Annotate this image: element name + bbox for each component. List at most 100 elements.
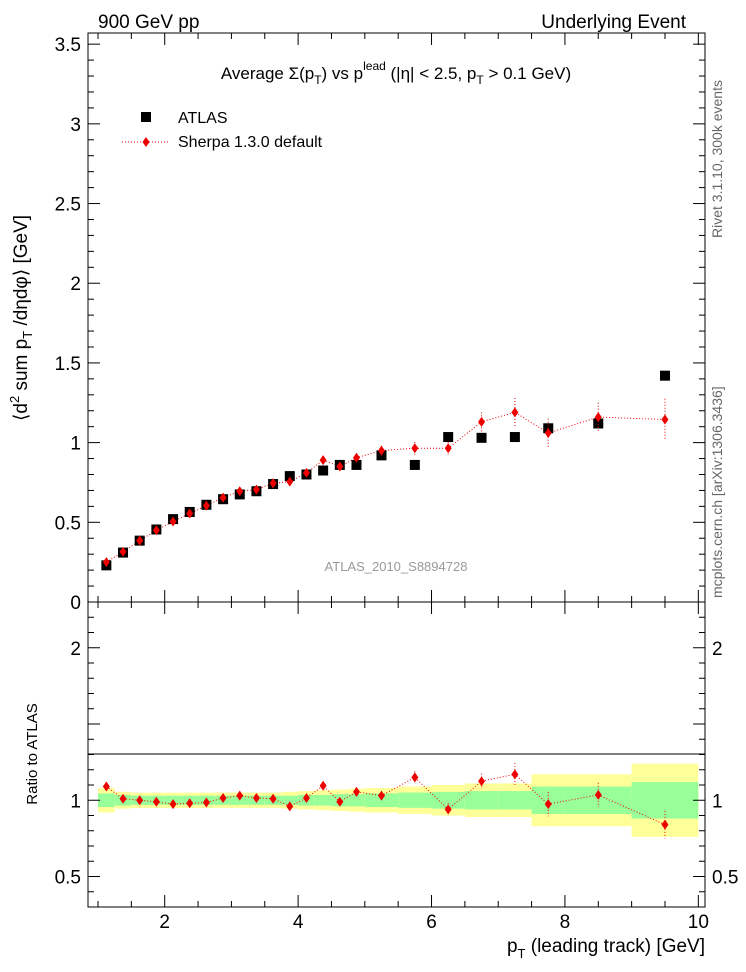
x-tick-label: 2 (159, 912, 170, 933)
title-prefix: Average (221, 64, 289, 83)
legend-atlas-label: ATLAS (178, 110, 228, 127)
ylabel-sub-t: T (20, 331, 35, 339)
ratio-band-inner (314, 794, 332, 806)
sherpa-line (106, 411, 665, 563)
ratio-sherpa-point (169, 799, 177, 810)
ratio-sherpa-point (302, 792, 310, 803)
sherpa-point (302, 467, 310, 478)
header-left-label: 900 GeV pp (98, 12, 199, 33)
ratio-sherpa-point (152, 796, 160, 807)
analysis-watermark: ATLAS_2010_S8894728 (325, 559, 468, 574)
ratio-sherpa-point (411, 772, 419, 783)
ylabel-end: /dηdφ⟩ [GeV] (11, 215, 32, 331)
sherpa-point (186, 508, 194, 519)
ratio-sherpa-point (352, 786, 360, 797)
rivet-label: Rivet 3.1.10, 300k events (709, 80, 725, 238)
ratio-band-inner (498, 791, 532, 810)
sherpa-point (544, 428, 552, 439)
sherpa-point (444, 443, 452, 454)
sherpa-point (219, 492, 227, 503)
x-tick-label: 8 (560, 912, 571, 933)
ratio-sherpa-point (336, 796, 344, 807)
main-ytick-label: 2.5 (55, 195, 81, 216)
ratio-sherpa-point (136, 795, 144, 806)
chart-title: Average Σ(pT) vs plead (|η| < 2.5, pT > … (221, 59, 571, 87)
main-ticks: 0 0.5 1 1.5 2 2.5 3 3.5 (55, 33, 705, 614)
sherpa-point (102, 557, 110, 568)
sherpa-point (269, 478, 277, 489)
atlas-point (659, 370, 670, 381)
ratio-sherpa-point (594, 789, 602, 800)
title-sub-t-2: T (476, 73, 484, 87)
main-panel: 0 0.5 1 1.5 2 2.5 3 3.5 Average Σ(pT) vs plead … (7, 32, 706, 614)
atlas-point (443, 432, 454, 443)
ratio-sherpa-point (119, 793, 127, 804)
atlas-point (318, 465, 329, 476)
atlas-point (284, 471, 295, 482)
ratio-ylabel: Ratio to ATLAS (24, 703, 41, 804)
main-ytick-label: 3 (70, 115, 81, 136)
ylabel-sup-2: 2 (7, 396, 22, 403)
ratio-band-inner (431, 791, 465, 809)
ratio-sherpa-point (186, 798, 194, 809)
ratio-band-inner (348, 794, 365, 807)
ratio-panel: 0.5 0.5 1 1 2 2 2 4 6 8 10 Ratio to ATLAS pT (lead… (24, 601, 738, 961)
sherpa-point (286, 476, 294, 487)
x-axis-label: pT (leading track) [GeV] (507, 936, 705, 961)
main-ytick-label: 1.5 (55, 354, 81, 375)
sherpa-point (377, 445, 385, 456)
ratio-sherpa-point (319, 780, 327, 791)
title-sigma: Σ(p (289, 64, 315, 83)
sherpa-point (352, 452, 360, 463)
title-end: > 0.1 GeV) (484, 64, 571, 83)
ratio-sherpa-point (478, 776, 486, 787)
legend-atlas-marker (141, 112, 151, 122)
ratio-sherpa-point (511, 769, 519, 780)
main-ylabel: ⟨d2 sum pT /dηdφ⟩ [GeV] (7, 215, 35, 421)
atlas-point (351, 459, 362, 470)
legend-sherpa-marker (142, 137, 150, 147)
ratio-sherpa-point (444, 804, 452, 815)
ratio-sherpa-point (202, 797, 210, 808)
ratio-ytick-label-right: 2 (712, 639, 723, 660)
xlabel-p: p (507, 936, 518, 957)
main-data-layer (101, 370, 670, 571)
ylabel-mid: sum p (11, 339, 32, 396)
ratio-ytick-label: 0.5 (55, 868, 81, 889)
atlas-point (409, 459, 420, 470)
ratio-sherpa-point (102, 781, 110, 792)
title-sup-lead: lead (363, 59, 386, 73)
ratio-sherpa-point (269, 793, 277, 804)
atlas-point (593, 418, 604, 429)
sherpa-point (169, 516, 177, 527)
ratio-sherpa-point (661, 819, 669, 830)
ratio-ticks: 0.5 0.5 1 1 2 2 2 4 6 8 10 (55, 602, 738, 933)
sherpa-point (594, 412, 602, 423)
title-cut: (|η| < 2.5, p (386, 64, 477, 83)
xlabel-rest: (leading track) [GeV] (525, 936, 705, 957)
main-ytick-label: 2 (70, 274, 81, 295)
ylabel-open: ⟨d (11, 403, 32, 421)
sherpa-point (336, 461, 344, 472)
ratio-sherpa-point (252, 792, 260, 803)
sherpa-point (202, 500, 210, 511)
sherpa-point (152, 525, 160, 536)
title-sub-t: T (314, 73, 322, 87)
sherpa-point (511, 407, 519, 418)
sherpa-point (319, 455, 327, 466)
sherpa-point (236, 486, 244, 497)
sherpa-point (136, 535, 144, 546)
ratio-sherpa-point (377, 790, 385, 801)
ratio-ytick-label: 2 (70, 639, 81, 660)
ratio-ytick-label: 1 (70, 791, 81, 812)
sherpa-point (252, 484, 260, 495)
main-ytick-label: 0.5 (55, 513, 81, 534)
ratio-ytick-label-right: 0.5 (712, 868, 738, 889)
ratio-sherpa-point (236, 790, 244, 801)
x-tick-label: 6 (426, 912, 437, 933)
ratio-band-layer (98, 763, 699, 837)
ratio-sherpa-point (544, 799, 552, 810)
x-tick-label: 10 (688, 912, 709, 933)
ratio-data-layer (102, 762, 669, 839)
